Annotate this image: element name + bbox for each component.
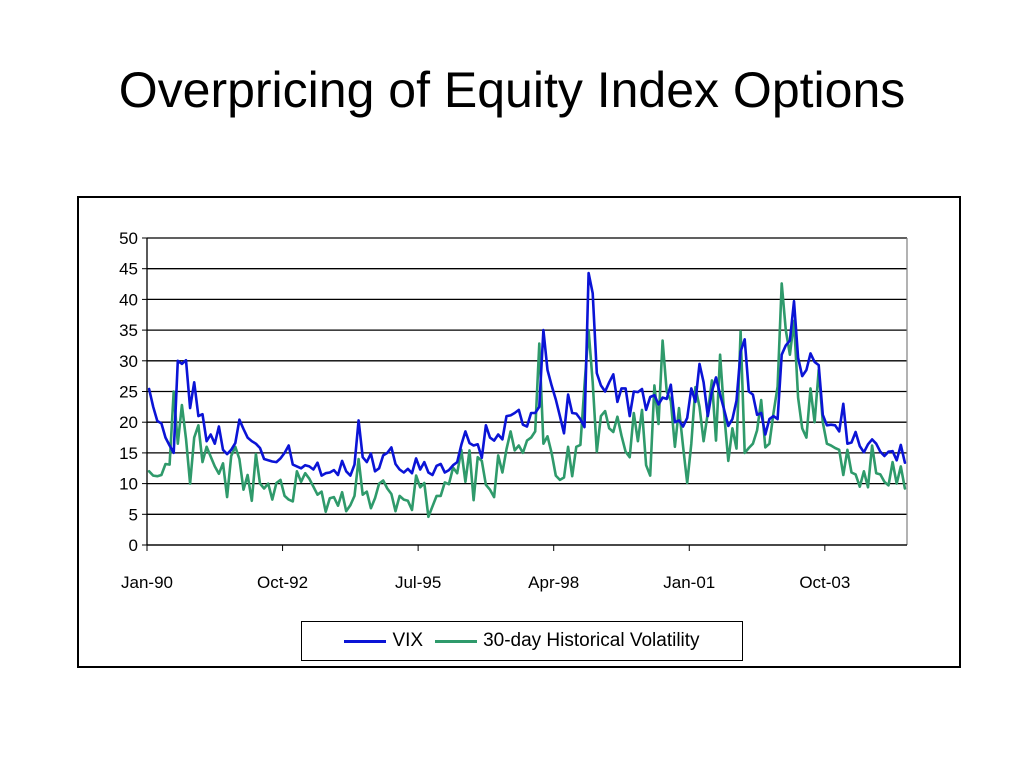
y-tick-label: 45	[119, 260, 138, 279]
y-tick-label: 0	[129, 536, 138, 555]
x-tick-label: Oct-92	[257, 573, 308, 592]
slide-title: Overpricing of Equity Index Options	[118, 62, 906, 118]
y-tick-label: 50	[119, 229, 138, 248]
x-tick-label: Jan-90	[121, 573, 173, 592]
y-tick-label: 35	[119, 321, 138, 340]
legend-swatch-historical-volatility	[435, 639, 478, 643]
y-tick-label: 20	[119, 413, 138, 432]
x-tick-label: Jan-01	[663, 573, 715, 592]
legend-item-historical-volatility: 30-day Historical Volatility	[435, 630, 700, 652]
legend-swatch-vix	[344, 639, 387, 643]
chart-frame: 0 5 10 15 20 25 30 35 40 45 50 Jan-90 Oct-92 Jul-95 Ap…	[77, 196, 961, 668]
x-tick-label: Jul-95	[395, 573, 441, 592]
series-line-vix	[147, 271, 907, 477]
y-tick-label: 15	[119, 444, 138, 463]
series-line-historical-volatility	[147, 282, 907, 519]
x-tick-label: Oct-03	[799, 573, 850, 592]
line-chart: 0 5 10 15 20 25 30 35 40 45 50 Jan-90 Oct-92 Jul-95 Ap…	[119, 229, 908, 592]
y-tick-label: 30	[119, 352, 138, 371]
y-tick-label: 5	[129, 505, 138, 524]
y-tick-label: 25	[119, 383, 138, 402]
chart-legend: VIX 30-day Historical Volatility	[301, 621, 743, 661]
legend-label-historical-volatility: 30-day Historical Volatility	[483, 630, 700, 651]
x-tick-label: Apr-98	[528, 573, 579, 592]
legend-label-vix: VIX	[392, 630, 424, 651]
legend-item-vix: VIX	[344, 630, 423, 652]
y-tick-label: 10	[119, 475, 138, 494]
y-tick-label: 40	[119, 290, 138, 309]
